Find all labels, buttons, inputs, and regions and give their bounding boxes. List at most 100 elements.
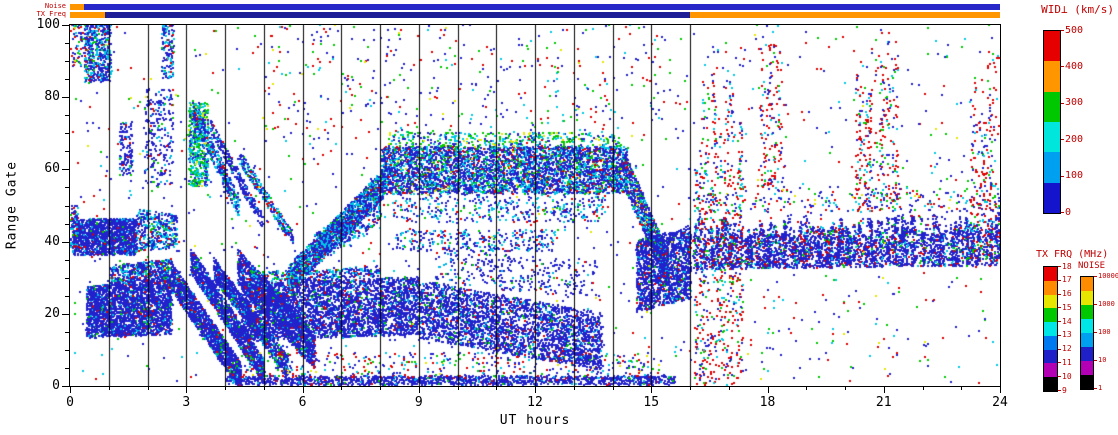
- tx-frq-colorbar: [1043, 266, 1058, 392]
- x-axis-tick: [535, 387, 536, 393]
- x-tick-label: 12: [527, 395, 543, 410]
- colorbar-tick-label: 300: [1065, 97, 1084, 109]
- colorbar-tick-label: 100: [1065, 170, 1084, 182]
- colorbar-tick: [1061, 175, 1064, 177]
- y-axis-tick: [65, 367, 70, 369]
- x-tick-label: 0: [66, 395, 74, 410]
- colorbar-tick-label: 1000: [1098, 300, 1115, 309]
- colorbar-tick: [1094, 276, 1097, 277]
- strip-segment: [70, 4, 84, 10]
- strip-segment: [70, 12, 105, 18]
- colorbar-tick-label: 17: [1062, 275, 1072, 285]
- x-axis-tick: [845, 387, 846, 390]
- x-axis-tick: [612, 387, 614, 390]
- noise-status-strip: [70, 4, 1000, 10]
- x-axis-title: UT hours: [499, 413, 571, 428]
- colorbar-tick-label: 16: [1062, 289, 1072, 299]
- colorbar-tick-label: 1: [1098, 384, 1103, 393]
- y-axis-tick: [62, 97, 70, 99]
- colorbar-tick: [1058, 307, 1061, 309]
- colorbar-tick: [1094, 332, 1097, 333]
- colorbar-tick: [1058, 293, 1061, 295]
- colorbar-tick-label: 0: [1065, 206, 1072, 218]
- x-axis-tick: [806, 387, 808, 390]
- x-tick-label: 9: [414, 395, 423, 410]
- x-axis-tick: [147, 387, 149, 390]
- colorbar-segment: [1081, 291, 1093, 305]
- y-axis-tick: [65, 151, 70, 153]
- x-tick-label: 21: [875, 395, 892, 410]
- colorbar-tick-label: 9: [1062, 385, 1067, 395]
- colorbar-segment: [1081, 277, 1093, 291]
- colorbar-tick-label: 18: [1062, 261, 1072, 271]
- tx-frq-colorbar-title: TX FRQ (MHz): [1036, 249, 1109, 260]
- y-tick-label: 100: [36, 17, 60, 32]
- colorbar-tick: [1058, 376, 1061, 378]
- x-axis-tick: [496, 387, 498, 390]
- x-axis-tick: [961, 387, 963, 390]
- colorbar-tick: [1058, 279, 1061, 281]
- colorbar-tick: [1058, 321, 1061, 323]
- strip-segment: [83, 4, 1000, 10]
- y-tick-label: 0: [52, 378, 60, 393]
- y-axis-tick: [62, 169, 70, 171]
- y-axis-title: Range Gate: [4, 160, 20, 250]
- colorbar-tick: [1061, 30, 1064, 31]
- colorbar-tick: [1058, 348, 1061, 350]
- colorbar-segment: [1081, 361, 1093, 375]
- y-tick-label: 20: [44, 305, 60, 321]
- colorbar-tick: [1094, 360, 1097, 361]
- x-axis-tick: [651, 387, 653, 393]
- colorbar-segment: [1044, 294, 1057, 309]
- colorbar-segment: [1081, 319, 1093, 333]
- x-axis-tick: [225, 387, 226, 390]
- x-axis-tick: [341, 387, 343, 390]
- y-axis-tick: [65, 331, 70, 333]
- tx-freq-status-strip: [70, 12, 1000, 18]
- colorbar-tick-label: 200: [1065, 133, 1084, 145]
- y-axis-tick: [65, 115, 70, 117]
- strip-segment: [690, 12, 1000, 18]
- colorbar-tick: [1058, 266, 1061, 267]
- colorbar-tick: [1061, 139, 1064, 141]
- y-axis-tick: [65, 79, 70, 81]
- wid-colorbar: [1043, 30, 1061, 214]
- x-axis-tick: [922, 387, 924, 390]
- colorbar-segment: [1044, 377, 1057, 391]
- y-axis-tick: [65, 61, 70, 63]
- y-axis-tick: [65, 43, 70, 45]
- y-axis-tick: [62, 25, 70, 26]
- plot-frame: [69, 24, 1001, 387]
- y-tick-label: 80: [44, 89, 60, 105]
- y-tick-label: 40: [44, 233, 60, 249]
- x-axis-tick: [728, 387, 730, 390]
- colorbar-segment: [1081, 333, 1093, 347]
- colorbar-tick-label: 10000: [1098, 272, 1118, 281]
- x-axis-tick: [380, 387, 381, 390]
- colorbar-segment: [1044, 182, 1060, 213]
- colorbar-segment: [1044, 335, 1057, 350]
- x-axis-tick: [573, 387, 575, 390]
- colorbar-segment: [1081, 347, 1093, 361]
- colorbar-tick-label: 11: [1062, 358, 1072, 368]
- y-tick-label: 60: [44, 161, 60, 177]
- y-axis-tick: [65, 259, 70, 261]
- y-axis-tick: [65, 133, 70, 135]
- colorbar-tick: [1061, 66, 1064, 68]
- colorbar-segment: [1044, 308, 1057, 323]
- wid-colorbar-title: WID⊥ (km/s): [1041, 3, 1114, 16]
- x-tick-label: 6: [298, 395, 307, 410]
- colorbar-tick: [1058, 362, 1061, 364]
- strip-segment: [104, 12, 690, 18]
- rti-scatter-canvas: [70, 25, 1000, 386]
- colorbar-segment: [1044, 31, 1060, 62]
- colorbar-segment: [1044, 122, 1060, 153]
- colorbar-segment: [1044, 61, 1060, 92]
- y-axis-tick: [65, 205, 70, 207]
- y-axis-tick: [62, 386, 70, 387]
- colorbar-tick-label: 10: [1098, 356, 1107, 365]
- x-axis-tick: [690, 387, 691, 390]
- noise-strip-label: Noise: [44, 2, 66, 10]
- noise-colorbar-title: NOISE: [1078, 261, 1106, 271]
